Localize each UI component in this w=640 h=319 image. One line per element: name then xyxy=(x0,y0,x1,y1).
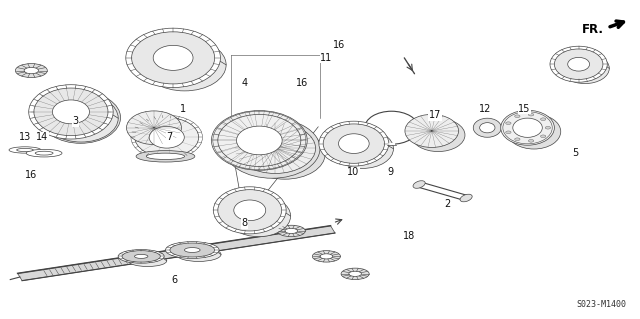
Ellipse shape xyxy=(413,181,425,188)
Text: 5: 5 xyxy=(572,148,579,158)
Ellipse shape xyxy=(218,115,301,167)
Ellipse shape xyxy=(184,248,200,252)
Text: 17: 17 xyxy=(429,110,441,120)
Ellipse shape xyxy=(227,196,291,237)
Text: 18: 18 xyxy=(403,231,415,241)
Ellipse shape xyxy=(143,39,226,91)
Ellipse shape xyxy=(122,251,161,262)
Ellipse shape xyxy=(35,151,53,155)
Ellipse shape xyxy=(320,254,333,259)
Ellipse shape xyxy=(460,194,472,202)
Text: 12: 12 xyxy=(479,104,491,114)
Text: S023-M1400: S023-M1400 xyxy=(577,300,627,309)
Ellipse shape xyxy=(15,63,47,78)
Ellipse shape xyxy=(224,119,320,178)
Ellipse shape xyxy=(147,153,184,160)
Ellipse shape xyxy=(339,134,369,153)
Ellipse shape xyxy=(133,115,188,148)
Ellipse shape xyxy=(237,126,282,155)
Ellipse shape xyxy=(323,124,385,163)
Ellipse shape xyxy=(127,111,181,145)
Ellipse shape xyxy=(568,57,589,71)
Ellipse shape xyxy=(136,151,195,162)
Ellipse shape xyxy=(513,118,542,137)
Ellipse shape xyxy=(550,46,607,82)
Ellipse shape xyxy=(500,110,554,145)
Ellipse shape xyxy=(332,129,394,168)
Text: 14: 14 xyxy=(36,132,49,142)
Ellipse shape xyxy=(129,255,167,267)
Ellipse shape xyxy=(235,123,316,174)
Circle shape xyxy=(541,135,546,137)
Ellipse shape xyxy=(405,115,459,147)
Ellipse shape xyxy=(29,85,113,139)
Ellipse shape xyxy=(349,271,362,276)
Ellipse shape xyxy=(213,187,286,234)
Ellipse shape xyxy=(479,123,495,133)
Circle shape xyxy=(506,122,511,124)
Circle shape xyxy=(515,115,520,118)
Ellipse shape xyxy=(507,114,561,149)
Ellipse shape xyxy=(149,126,184,148)
Ellipse shape xyxy=(118,249,164,263)
Ellipse shape xyxy=(234,200,266,221)
Ellipse shape xyxy=(26,149,62,157)
Text: 7: 7 xyxy=(166,132,172,142)
Ellipse shape xyxy=(170,243,214,257)
Ellipse shape xyxy=(17,148,33,152)
Text: 16: 16 xyxy=(25,170,38,180)
Text: 1: 1 xyxy=(180,104,186,114)
Ellipse shape xyxy=(473,118,501,137)
Text: 13: 13 xyxy=(19,132,31,142)
Ellipse shape xyxy=(554,49,603,79)
Circle shape xyxy=(529,139,534,142)
Text: 2: 2 xyxy=(445,199,451,209)
Circle shape xyxy=(545,126,550,129)
Circle shape xyxy=(541,118,546,121)
Text: 3: 3 xyxy=(72,116,79,126)
Ellipse shape xyxy=(561,53,609,84)
Ellipse shape xyxy=(341,268,369,279)
Ellipse shape xyxy=(211,111,307,170)
Text: 16: 16 xyxy=(296,78,308,88)
Ellipse shape xyxy=(44,94,118,142)
Text: 9: 9 xyxy=(387,167,394,177)
Ellipse shape xyxy=(218,190,282,231)
Circle shape xyxy=(506,131,511,134)
Ellipse shape xyxy=(40,92,120,143)
Ellipse shape xyxy=(285,228,298,234)
Text: 6: 6 xyxy=(172,275,177,285)
Circle shape xyxy=(515,138,520,141)
Text: 16: 16 xyxy=(333,40,346,50)
Ellipse shape xyxy=(135,118,198,157)
Text: 8: 8 xyxy=(241,218,248,228)
Circle shape xyxy=(529,113,534,116)
Ellipse shape xyxy=(134,254,148,258)
Ellipse shape xyxy=(277,225,305,237)
Ellipse shape xyxy=(24,67,38,74)
Text: FR.: FR. xyxy=(582,23,604,36)
Ellipse shape xyxy=(31,86,111,137)
Text: 11: 11 xyxy=(320,53,333,63)
Polygon shape xyxy=(18,226,335,281)
Ellipse shape xyxy=(153,45,193,70)
Ellipse shape xyxy=(312,251,340,262)
Ellipse shape xyxy=(244,129,325,179)
Text: 10: 10 xyxy=(347,167,359,177)
Text: 4: 4 xyxy=(241,78,248,88)
Ellipse shape xyxy=(126,28,220,87)
Ellipse shape xyxy=(176,248,221,262)
Ellipse shape xyxy=(34,88,108,136)
Ellipse shape xyxy=(319,121,388,166)
Text: 15: 15 xyxy=(518,104,531,114)
Ellipse shape xyxy=(166,241,219,258)
Ellipse shape xyxy=(412,119,465,152)
Ellipse shape xyxy=(52,100,90,124)
Ellipse shape xyxy=(9,147,41,153)
Ellipse shape xyxy=(132,32,214,84)
